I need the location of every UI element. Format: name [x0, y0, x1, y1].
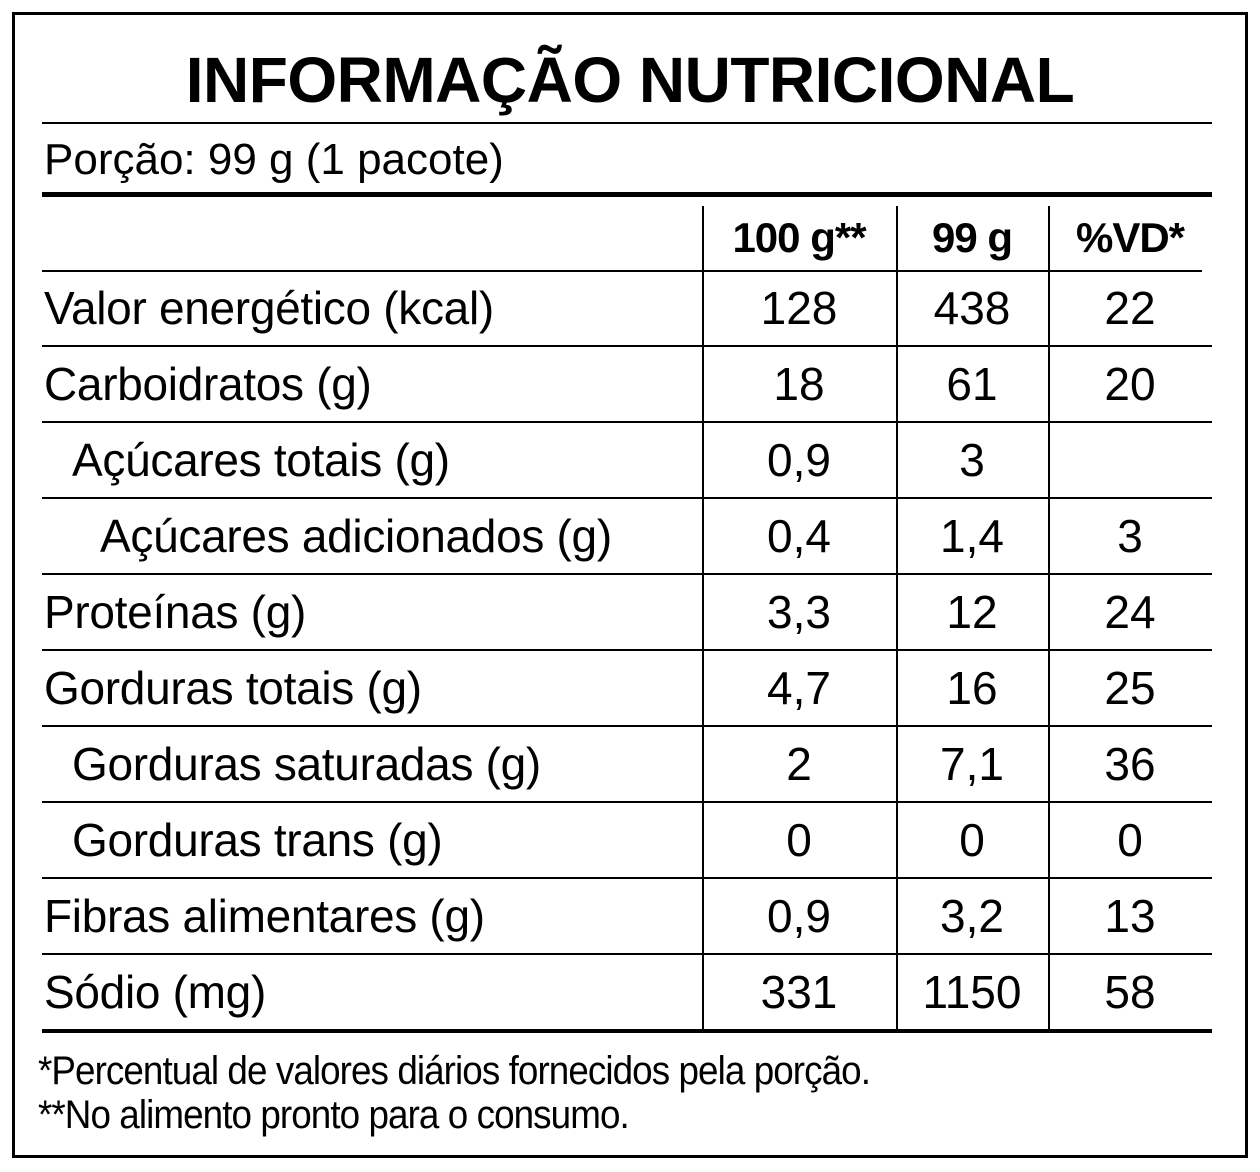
column-header-100g: 100 g**: [732, 214, 866, 261]
nutrient-value: 3,3: [767, 586, 831, 638]
nutrient-value: 24: [1104, 586, 1156, 638]
nutrient-value: 36: [1104, 738, 1156, 790]
nutrient-label: Valor energético (kcal): [44, 282, 494, 334]
nutrient-label: Proteínas (g): [44, 586, 306, 638]
row-divider: [42, 421, 1212, 423]
row-divider: [42, 725, 1212, 727]
nutrient-value: 61: [946, 358, 998, 410]
header-divider: [42, 270, 1202, 272]
nutrient-label: Gorduras trans (g): [72, 814, 443, 866]
portion-divider: [42, 192, 1212, 197]
footnote-daily-value: *Percentual de valores diários fornecido…: [38, 1049, 871, 1093]
nutrient-label: Fibras alimentares (g): [44, 890, 485, 942]
column-header-daily-value: %VD*: [1075, 214, 1185, 261]
column-header-portion: 99 g: [931, 214, 1013, 261]
row-divider: [42, 649, 1212, 651]
nutrient-value: 0: [786, 814, 812, 866]
nutrient-value: 3: [959, 434, 985, 486]
footnote-ready-to-eat: **No alimento pronto para o consumo.: [38, 1093, 630, 1137]
nutrient-value: 4,7: [767, 662, 831, 714]
nutrient-value: 3: [1117, 510, 1143, 562]
column-separator: [896, 206, 898, 1030]
nutrient-value: 2: [786, 738, 812, 790]
nutrient-value: 18: [773, 358, 825, 410]
table-bottom-divider: [42, 1029, 1212, 1033]
nutrient-value: 0,9: [767, 890, 831, 942]
nutrition-label-frame: [12, 12, 1248, 1158]
nutrient-value: 1150: [922, 966, 1022, 1018]
nutrient-value: 3,2: [940, 890, 1004, 942]
nutrient-label: Açúcares adicionados (g): [100, 510, 612, 562]
nutrient-value: 7,1: [940, 738, 1004, 790]
nutrient-label: Gorduras totais (g): [44, 662, 422, 714]
nutrient-label: Açúcares totais (g): [72, 434, 450, 486]
nutrient-value: 25: [1104, 662, 1156, 714]
row-divider: [42, 877, 1212, 879]
nutrient-value: 20: [1104, 358, 1156, 410]
nutrient-value: 12: [946, 586, 998, 638]
nutrient-value: 0,9: [767, 434, 831, 486]
row-divider: [42, 573, 1212, 575]
nutrient-label: Gorduras saturadas (g): [72, 738, 541, 790]
nutrient-value: 13: [1104, 890, 1156, 942]
column-separator: [1048, 206, 1050, 1030]
nutrient-value: 0: [1117, 814, 1143, 866]
nutrient-label: Sódio (mg): [44, 966, 266, 1018]
nutrient-value: 0: [959, 814, 985, 866]
nutrient-value: 331: [760, 966, 838, 1018]
row-divider: [42, 497, 1212, 499]
row-divider: [42, 953, 1212, 955]
label-title: INFORMAÇÃO NUTRICIONAL: [185, 44, 1075, 116]
nutrient-value: 438: [933, 282, 1011, 334]
nutrient-value: 58: [1104, 966, 1156, 1018]
portion-size: Porção: 99 g (1 pacote): [44, 135, 504, 184]
nutrient-value: 128: [760, 282, 838, 334]
row-divider: [42, 345, 1212, 347]
nutrient-value: [1048, 422, 1212, 498]
row-divider: [42, 801, 1212, 803]
nutrient-value: 0,4: [767, 510, 831, 562]
nutrient-label: Carboidratos (g): [44, 358, 372, 410]
nutrient-value: 16: [946, 662, 998, 714]
nutrient-value: 1,4: [940, 510, 1004, 562]
column-separator: [702, 206, 704, 1030]
nutrient-value: 22: [1104, 282, 1156, 334]
title-divider: [42, 122, 1212, 124]
